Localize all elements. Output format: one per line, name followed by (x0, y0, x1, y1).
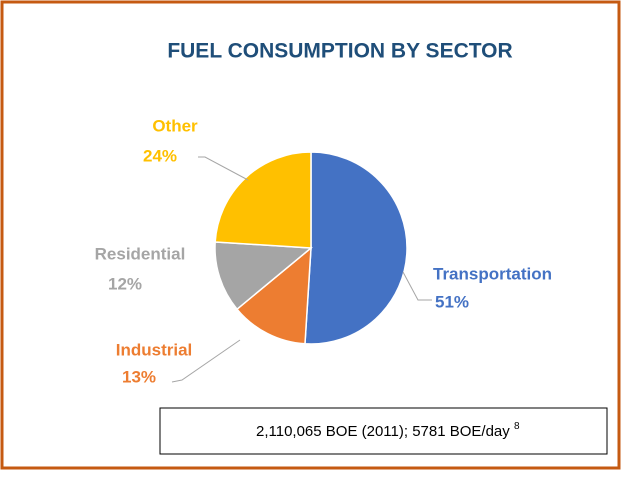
pie-slice (214, 241, 313, 311)
leader-line (171, 339, 241, 383)
pie-slice (235, 246, 312, 345)
note-box (159, 407, 608, 455)
leader-line (402, 271, 432, 301)
leader-line (198, 156, 249, 181)
slice-label: Residential (95, 244, 186, 263)
note-ref: 8 (514, 421, 520, 432)
slice-label: Transportation (433, 264, 552, 283)
chart-title: FUEL CONSUMPTION BY SECTOR (167, 40, 512, 63)
pie-slice (304, 151, 408, 345)
slice-value-label: 13% (122, 367, 156, 386)
note: 2,110,065 BOE (2011); 5781 BOE/day 8 (256, 421, 520, 440)
slice-value-label: 24% (143, 146, 177, 165)
slice-label: Other (152, 116, 198, 135)
slice-value-label: 51% (435, 292, 469, 311)
slice-label: Industrial (116, 340, 193, 359)
note-text: 2,110,065 BOE (2011); 5781 BOE/day (256, 423, 510, 440)
slice-value-label: 12% (108, 274, 142, 293)
